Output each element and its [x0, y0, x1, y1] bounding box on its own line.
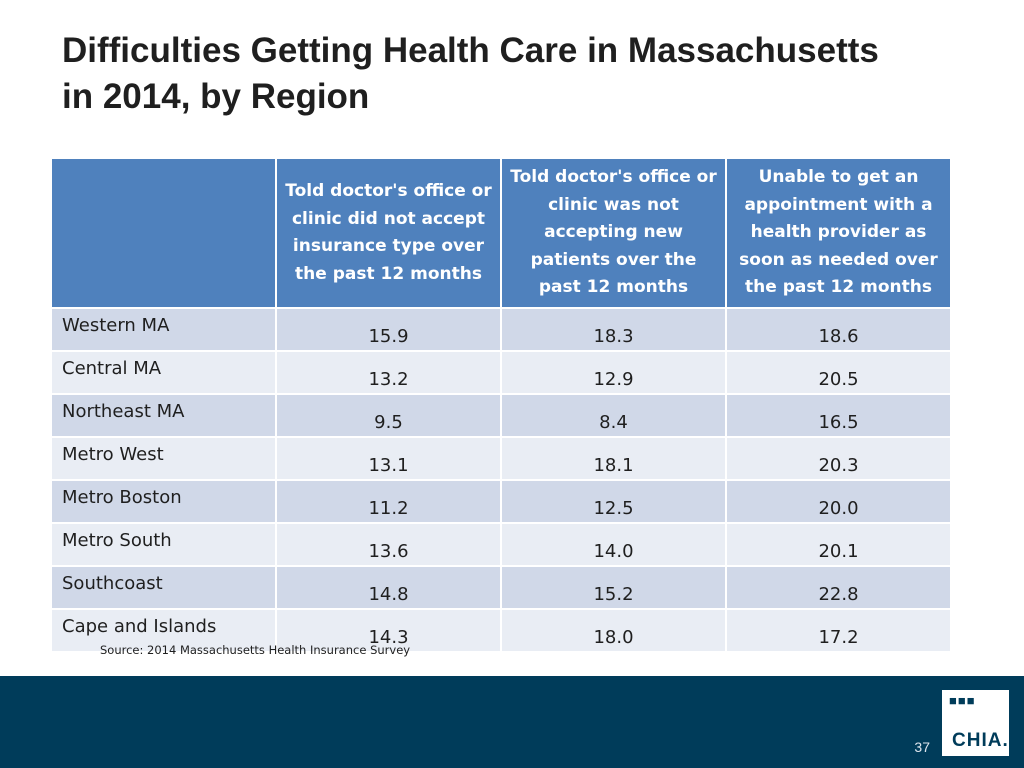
- table-row: Southcoast 14.8 15.2 22.8: [50, 565, 952, 610]
- value-cell: 14.8: [275, 565, 502, 610]
- value-cell: 16.5: [725, 393, 952, 438]
- region-cell: Central MA: [50, 350, 277, 395]
- value-cell: 15.2: [500, 565, 727, 610]
- header-corner-cell: [50, 157, 277, 309]
- value-cell: 9.5: [275, 393, 502, 438]
- region-cell: Western MA: [50, 307, 277, 352]
- region-data-table: Told doctor's office or clinic did not a…: [50, 157, 952, 653]
- table-row: Western MA 15.9 18.3 18.6: [50, 307, 952, 352]
- logo-dots-icon: ■■■: [949, 693, 976, 708]
- region-cell: Metro Boston: [50, 479, 277, 524]
- value-cell: 14.0: [500, 522, 727, 567]
- value-cell: 11.2: [275, 479, 502, 524]
- title-line-1: Difficulties Getting Health Care in Mass…: [62, 31, 879, 70]
- region-cell: Metro South: [50, 522, 277, 567]
- value-cell: 20.1: [725, 522, 952, 567]
- header-unable-appointment: Unable to get an appointment with a heal…: [725, 157, 952, 309]
- table-header-row: Told doctor's office or clinic did not a…: [50, 157, 952, 309]
- value-cell: 18.1: [500, 436, 727, 481]
- logo-text: CHIA.: [952, 730, 1009, 751]
- table-row: Metro Boston 11.2 12.5 20.0: [50, 479, 952, 524]
- region-cell: Southcoast: [50, 565, 277, 610]
- value-cell: 20.0: [725, 479, 952, 524]
- value-cell: 22.8: [725, 565, 952, 610]
- footer-bar: 37 ■■■ CHIA.: [0, 676, 1024, 768]
- header-not-accepting-patients: Told doctor's office or clinic was not a…: [500, 157, 727, 309]
- table-row: Cape and Islands 14.3 18.0 17.2: [50, 608, 952, 653]
- value-cell: 14.3: [275, 608, 502, 653]
- value-cell: 15.9: [275, 307, 502, 352]
- value-cell: 12.5: [500, 479, 727, 524]
- table-row: Metro West 13.1 18.1 20.3: [50, 436, 952, 481]
- table-row: Northeast MA 9.5 8.4 16.5: [50, 393, 952, 438]
- page-title: Difficulties Getting Health Care in Mass…: [62, 28, 962, 120]
- page-number: 37: [914, 739, 930, 755]
- value-cell: 13.2: [275, 350, 502, 395]
- value-cell: 18.6: [725, 307, 952, 352]
- table-row: Central MA 13.2 12.9 20.5: [50, 350, 952, 395]
- value-cell: 13.1: [275, 436, 502, 481]
- value-cell: 17.2: [725, 608, 952, 653]
- chia-logo: ■■■ CHIA.: [942, 690, 1009, 756]
- header-insurance-not-accepted: Told doctor's office or clinic did not a…: [275, 157, 502, 309]
- value-cell: 12.9: [500, 350, 727, 395]
- region-cell: Cape and Islands: [50, 608, 277, 653]
- title-line-2: in 2014, by Region: [62, 77, 370, 116]
- table-row: Metro South 13.6 14.0 20.1: [50, 522, 952, 567]
- region-cell: Northeast MA: [50, 393, 277, 438]
- value-cell: 20.5: [725, 350, 952, 395]
- value-cell: 18.0: [500, 608, 727, 653]
- value-cell: 18.3: [500, 307, 727, 352]
- value-cell: 20.3: [725, 436, 952, 481]
- value-cell: 8.4: [500, 393, 727, 438]
- region-cell: Metro West: [50, 436, 277, 481]
- source-note: Source: 2014 Massachusetts Health Insura…: [100, 643, 411, 657]
- value-cell: 13.6: [275, 522, 502, 567]
